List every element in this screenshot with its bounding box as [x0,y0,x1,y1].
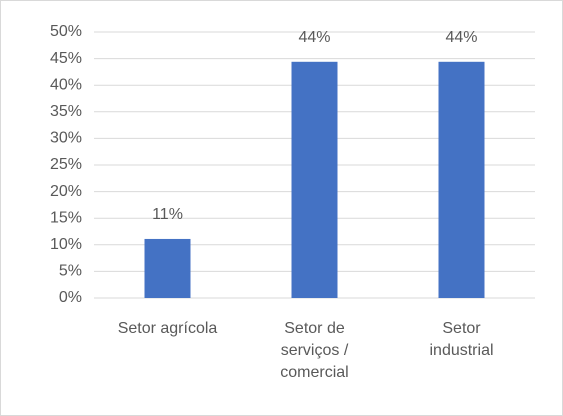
data-label: 44% [298,29,330,46]
y-tick-label: 35% [50,103,82,120]
y-tick-label: 10% [50,236,82,253]
y-tick-label: 25% [50,156,82,173]
y-tick-label: 50% [50,23,82,40]
y-tick-label: 40% [50,76,82,93]
y-tick-label: 15% [50,209,82,226]
x-tick-label: Setor industrial [429,320,494,359]
y-tick-label: 30% [50,130,82,147]
x-tick-label: Setor agrícola [117,320,218,337]
bar [291,61,338,299]
y-tick-label: 0% [59,289,82,306]
x-tick-label: Setor de serviços / comercial [280,320,349,381]
y-tick-label: 20% [50,183,82,200]
bar [438,61,485,299]
data-label: 44% [445,29,477,46]
y-tick-label: 5% [59,263,82,280]
bar [144,238,191,298]
y-tick-label: 45% [50,50,82,67]
data-label: 11% [152,206,183,223]
